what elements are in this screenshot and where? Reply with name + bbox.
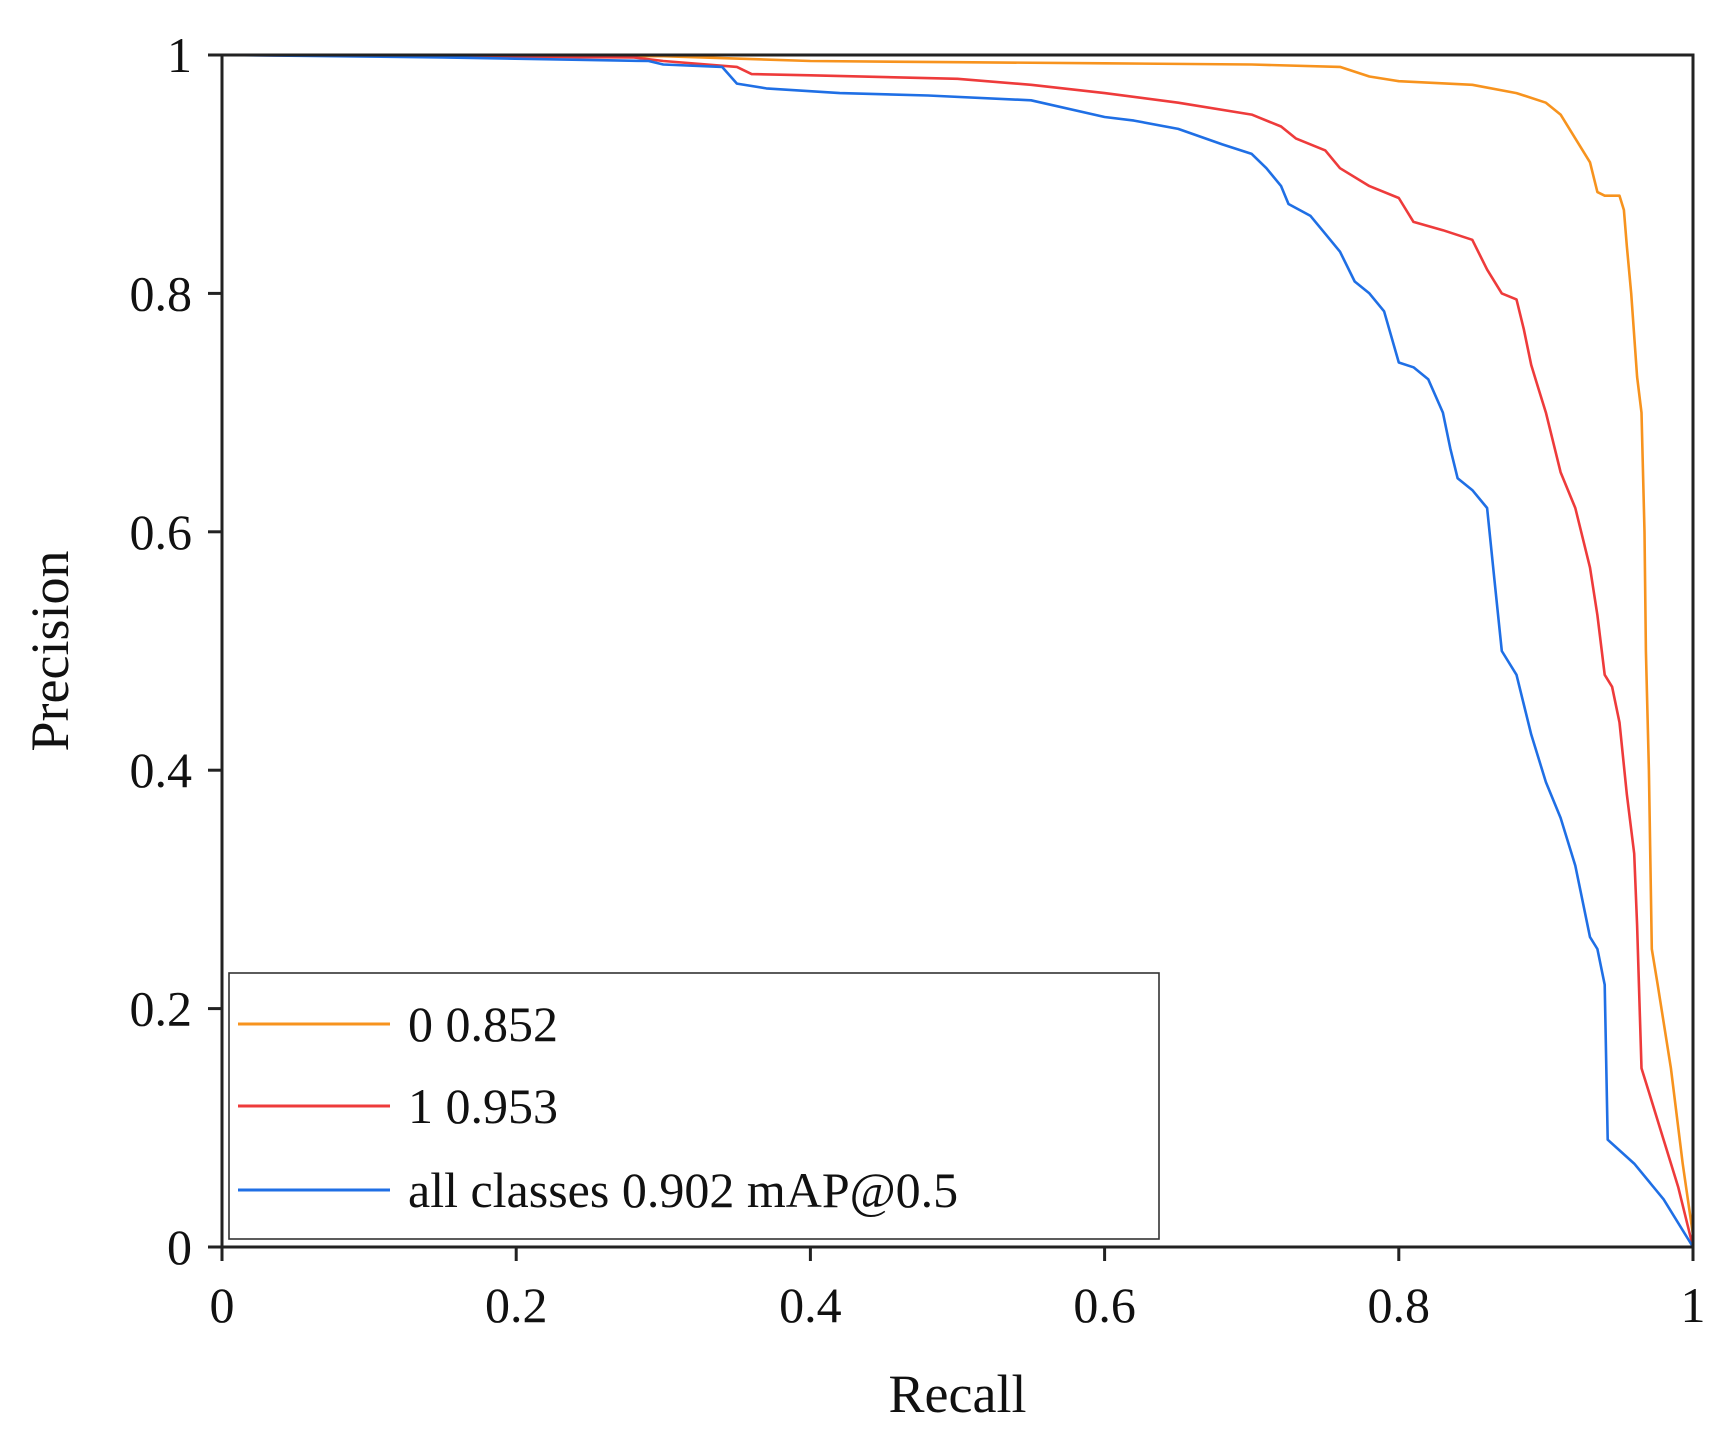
y-tick-label: 0.2 [130, 981, 193, 1037]
x-tick-label: 0 [210, 1277, 235, 1333]
x-axis-title: Recall [889, 1364, 1027, 1424]
legend-label-1: 1 0.953 [408, 1078, 558, 1134]
y-tick-label: 0.6 [130, 504, 193, 560]
legend: 0 0.852 1 0.953 all classes 0.902 mAP@0.5 [228, 972, 1160, 1240]
y-tick-label: 0.4 [130, 742, 193, 798]
series-layer [221, 53, 1695, 1248]
y-axis: 0 0.2 0.4 0.6 0.8 1 [130, 27, 222, 1275]
y-axis-title: Precision [20, 551, 80, 752]
legend-label-2: all classes 0.902 mAP@0.5 [408, 1162, 958, 1218]
y-tick-label: 0.8 [130, 265, 193, 321]
plot-frame [220, 53, 1695, 1249]
legend-label-0: 0 0.852 [408, 996, 558, 1052]
series-line-1 [221, 53, 1695, 1248]
y-tick-label: 0 [167, 1219, 192, 1275]
x-tick-label: 0.6 [1073, 1277, 1136, 1333]
x-tick-label: 0.4 [779, 1277, 842, 1333]
x-tick-label: 0.2 [485, 1277, 548, 1333]
x-tick-label: 1 [1681, 1277, 1706, 1333]
x-tick-label: 0.8 [1368, 1277, 1431, 1333]
x-axis: 0 0.2 0.4 0.6 0.8 1 [210, 1247, 1706, 1333]
series-line-0 [221, 53, 1695, 1236]
y-tick-label: 1 [167, 27, 192, 83]
series-line-2 [221, 53, 1695, 1248]
